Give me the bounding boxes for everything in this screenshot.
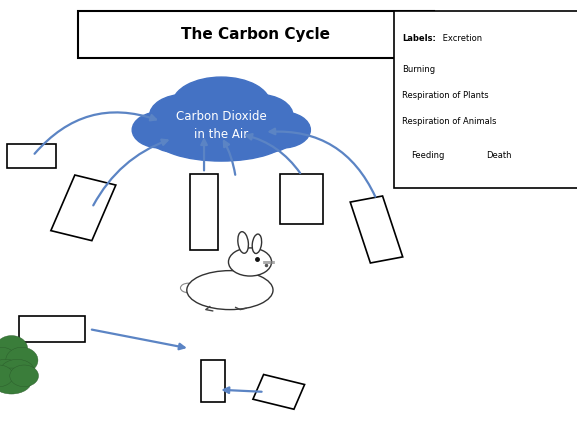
Ellipse shape bbox=[239, 116, 295, 152]
Ellipse shape bbox=[238, 232, 249, 253]
Polygon shape bbox=[253, 375, 305, 409]
Ellipse shape bbox=[181, 283, 197, 293]
Ellipse shape bbox=[187, 271, 273, 310]
Text: Excretion: Excretion bbox=[440, 35, 482, 43]
Ellipse shape bbox=[161, 98, 230, 143]
Ellipse shape bbox=[0, 336, 28, 362]
Ellipse shape bbox=[149, 94, 219, 138]
Ellipse shape bbox=[224, 94, 293, 138]
Text: Respiration of Animals: Respiration of Animals bbox=[402, 117, 497, 126]
Polygon shape bbox=[350, 196, 403, 263]
Ellipse shape bbox=[0, 368, 32, 394]
Ellipse shape bbox=[6, 347, 38, 373]
FancyBboxPatch shape bbox=[394, 11, 577, 188]
Ellipse shape bbox=[0, 359, 23, 384]
Ellipse shape bbox=[213, 98, 282, 143]
Text: Feeding: Feeding bbox=[411, 152, 444, 160]
Polygon shape bbox=[51, 175, 116, 241]
Ellipse shape bbox=[0, 359, 35, 384]
Ellipse shape bbox=[228, 248, 272, 276]
Polygon shape bbox=[7, 144, 56, 168]
Polygon shape bbox=[280, 174, 323, 224]
Text: Burning: Burning bbox=[402, 65, 436, 74]
Text: Carbon Dioxide
in the Air: Carbon Dioxide in the Air bbox=[176, 110, 267, 141]
Text: Labels:: Labels: bbox=[402, 35, 436, 43]
Polygon shape bbox=[190, 174, 218, 250]
Ellipse shape bbox=[0, 365, 13, 387]
Ellipse shape bbox=[10, 365, 39, 387]
Polygon shape bbox=[18, 316, 85, 342]
Polygon shape bbox=[201, 360, 224, 402]
Text: Respiration of Plants: Respiration of Plants bbox=[402, 91, 489, 100]
Ellipse shape bbox=[252, 234, 261, 253]
Text: Death: Death bbox=[486, 152, 511, 160]
Text: The Carbon Cycle: The Carbon Cycle bbox=[181, 27, 330, 42]
Ellipse shape bbox=[155, 116, 287, 161]
Ellipse shape bbox=[0, 347, 17, 373]
FancyBboxPatch shape bbox=[77, 11, 434, 58]
Ellipse shape bbox=[253, 112, 310, 148]
Ellipse shape bbox=[173, 77, 270, 131]
Ellipse shape bbox=[132, 112, 190, 148]
Ellipse shape bbox=[148, 116, 203, 152]
